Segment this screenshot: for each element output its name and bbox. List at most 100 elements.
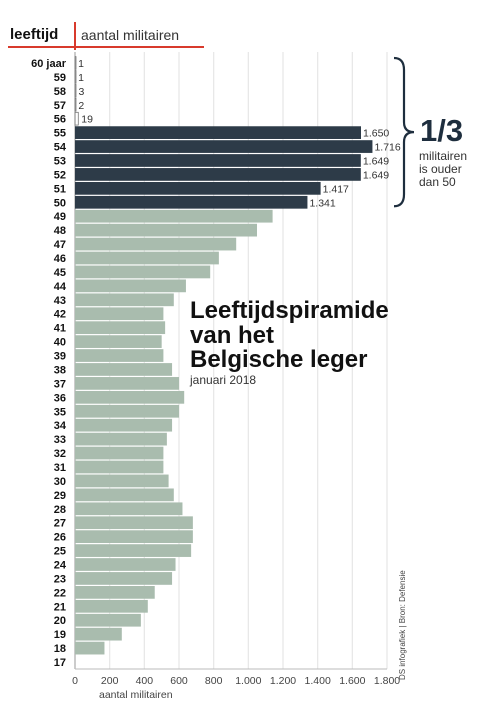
x-tick-label: 200 — [101, 675, 119, 687]
age-label: 38 — [54, 364, 66, 376]
bar-value-label: 1 — [78, 58, 84, 70]
bar — [75, 154, 361, 167]
age-label: 27 — [54, 518, 66, 530]
age-label: 45 — [54, 267, 66, 279]
age-label: 35 — [54, 406, 66, 418]
x-tick-label: 1.600 — [339, 675, 365, 687]
age-label: 29 — [54, 490, 66, 502]
x-tick-label: 1.400 — [305, 675, 331, 687]
bar — [75, 126, 361, 139]
bar — [74, 84, 77, 98]
age-header: leeftijd — [10, 26, 59, 43]
age-label: 50 — [54, 197, 66, 209]
bar — [75, 195, 308, 209]
bar-value-label: 2 — [78, 100, 84, 112]
chart-title-line-3: Belgische leger — [190, 346, 368, 373]
age-label: 47 — [54, 239, 66, 251]
age-label: 28 — [54, 504, 66, 516]
bar-value-label: 1.649 — [363, 155, 389, 167]
bar — [75, 544, 192, 557]
age-label: 32 — [54, 448, 66, 460]
age-label: 24 — [54, 560, 67, 572]
bar — [75, 265, 211, 279]
bar — [75, 572, 173, 585]
age-label: 33 — [54, 434, 66, 446]
bar — [75, 321, 166, 335]
bar-value-label: 1.649 — [363, 169, 389, 181]
bar — [75, 599, 148, 613]
bar — [75, 627, 122, 641]
age-label: 21 — [54, 601, 66, 613]
bar — [75, 418, 173, 432]
bar-value-label: 1.417 — [323, 183, 349, 195]
bar — [75, 377, 179, 390]
bar — [74, 111, 79, 126]
age-label: 60 jaar — [31, 58, 67, 70]
age-label: 54 — [54, 142, 67, 154]
age-label: 30 — [54, 476, 66, 488]
age-label: 22 — [54, 587, 66, 599]
bar-value-label: 1.650 — [363, 128, 389, 140]
bar — [75, 335, 162, 348]
age-label: 36 — [54, 392, 66, 404]
age-label: 44 — [54, 281, 67, 293]
age-label: 20 — [54, 615, 66, 627]
age-label: 56 — [54, 114, 66, 126]
bar — [75, 237, 237, 251]
bar — [75, 502, 183, 516]
bar-value-label: 1.341 — [309, 197, 335, 209]
bar — [75, 488, 174, 502]
age-label: 49 — [54, 211, 66, 223]
x-tick-label: 1.200 — [270, 675, 296, 687]
chart-title-line-1: Leeftijdspiramide — [190, 297, 389, 324]
bar — [75, 140, 373, 153]
chart-subtitle: januari 2018 — [190, 373, 257, 387]
bar — [75, 181, 321, 195]
age-label: 55 — [54, 128, 66, 140]
bar — [75, 363, 173, 376]
x-tick-label: 0 — [72, 675, 78, 687]
bar — [75, 349, 164, 362]
annotation-line: is ouder — [419, 162, 462, 176]
age-label: 26 — [54, 532, 66, 544]
chart-title-line-2: van het — [190, 322, 275, 349]
count-header: aantal militairen — [81, 27, 180, 43]
x-tick-label: 1.800 — [374, 675, 400, 687]
bar — [75, 613, 141, 627]
x-tick-label: 600 — [170, 675, 188, 687]
age-label: 39 — [54, 351, 66, 363]
x-tick-label: 1.000 — [235, 675, 261, 687]
bar-value-label: 1 — [78, 72, 84, 84]
bar — [75, 209, 273, 223]
age-label: 46 — [54, 253, 66, 265]
source-credit: DS infografiek | Bron: Defensie — [398, 570, 407, 680]
age-label: 48 — [54, 225, 66, 237]
age-label: 42 — [54, 309, 66, 321]
x-tick-label: 800 — [205, 675, 223, 687]
bar — [75, 516, 193, 530]
bar — [75, 446, 164, 460]
annotation-line: dan 50 — [419, 175, 456, 189]
bracket-icon — [393, 56, 415, 208]
x-axis-label: aantal militairen — [99, 689, 173, 701]
bar-value-label: 19 — [81, 114, 93, 126]
bar — [75, 279, 186, 293]
age-label: 57 — [54, 100, 66, 112]
bar — [75, 251, 219, 265]
age-label: 43 — [54, 295, 66, 307]
bar — [75, 558, 176, 571]
age-label: 37 — [54, 378, 66, 390]
bar — [75, 404, 179, 418]
bar — [75, 530, 193, 544]
header-divider-vertical — [74, 22, 76, 50]
age-label: 52 — [54, 169, 66, 181]
bar — [74, 97, 77, 112]
bar-value-label: 3 — [79, 86, 85, 98]
bar — [75, 474, 169, 488]
bar — [75, 460, 164, 474]
age-label: 31 — [54, 462, 66, 474]
age-label: 41 — [54, 323, 66, 335]
annotation-line: militairen — [419, 149, 468, 163]
bar-value-label: 1.716 — [374, 142, 400, 154]
